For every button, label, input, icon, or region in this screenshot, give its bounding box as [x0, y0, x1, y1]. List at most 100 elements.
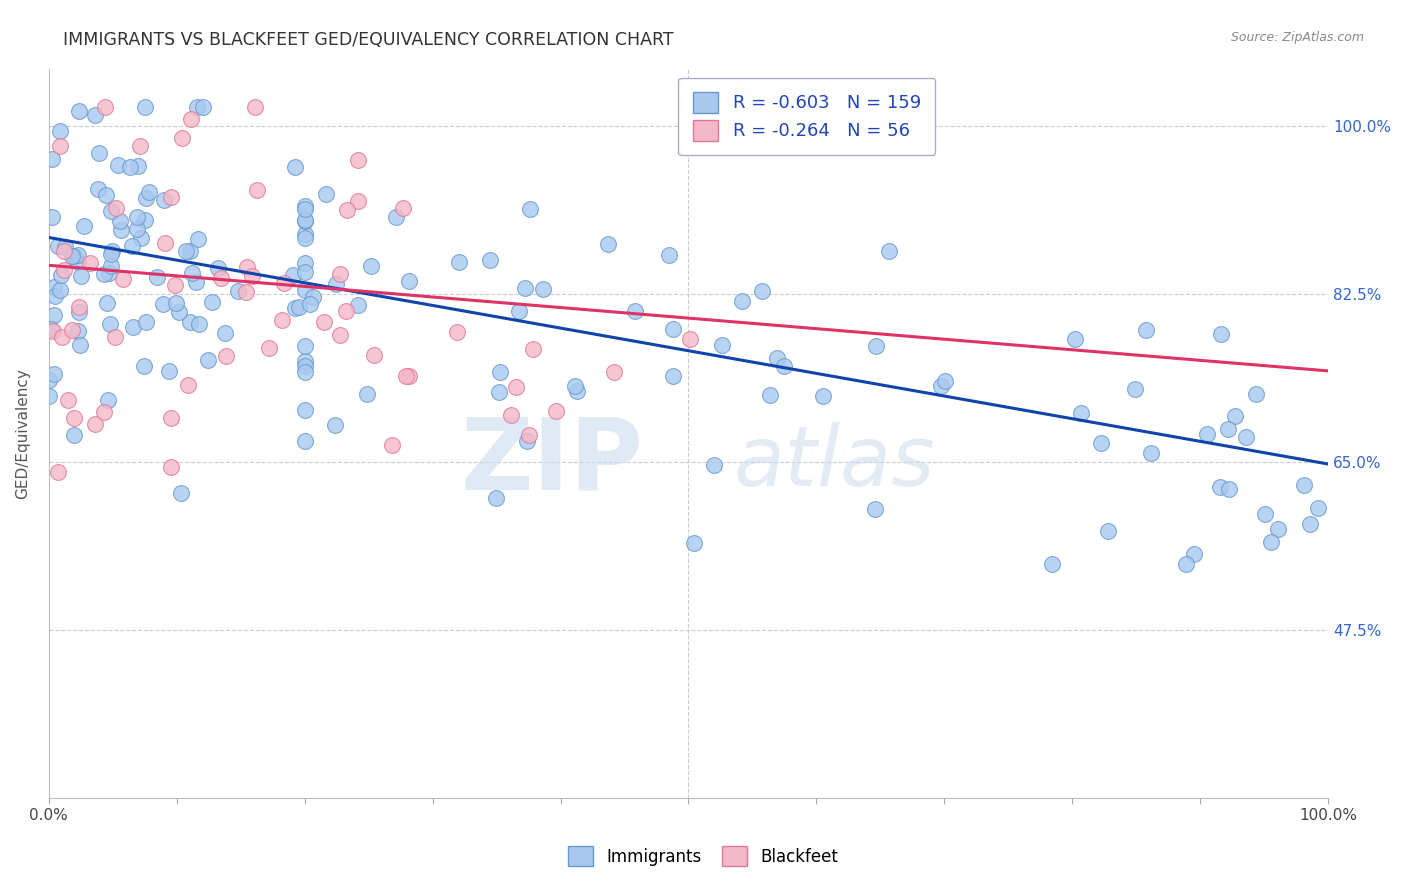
Point — [135, 315, 157, 329]
Point — [100, 203, 122, 218]
Point — [129, 231, 152, 245]
Point — [1195, 426, 1218, 441]
Point — [596, 236, 619, 251]
Text: Source: ZipAtlas.com: Source: ZipAtlas.com — [1230, 31, 1364, 45]
Point — [565, 384, 588, 399]
Point — [391, 201, 413, 215]
Point — [1216, 422, 1239, 436]
Point — [1040, 557, 1063, 571]
Point — [67, 103, 90, 118]
Point — [1090, 435, 1112, 450]
Point — [325, 277, 347, 291]
Point — [522, 342, 544, 356]
Point — [84, 108, 107, 122]
Point — [170, 131, 193, 145]
Point — [544, 404, 567, 418]
Point — [63, 411, 86, 425]
Point — [1140, 446, 1163, 460]
Point — [94, 100, 117, 114]
Point — [294, 214, 316, 228]
Point — [488, 384, 510, 399]
Point — [447, 254, 470, 268]
Point — [70, 269, 93, 284]
Y-axis label: GED/Equivalency: GED/Equivalency — [15, 368, 30, 499]
Point — [1175, 558, 1198, 572]
Point — [312, 315, 335, 329]
Point — [395, 369, 418, 384]
Point — [1254, 507, 1277, 521]
Point — [347, 153, 370, 167]
Point — [201, 294, 224, 309]
Point — [661, 322, 683, 336]
Point — [67, 300, 90, 314]
Point — [53, 244, 76, 259]
Point — [96, 295, 118, 310]
Point — [134, 100, 156, 114]
Point — [294, 354, 316, 368]
Point — [703, 458, 725, 472]
Point — [294, 402, 316, 417]
Point — [446, 326, 468, 340]
Point — [41, 152, 63, 166]
Point — [207, 261, 229, 276]
Point — [186, 275, 208, 289]
Point — [381, 438, 404, 452]
Point — [513, 281, 536, 295]
Point — [105, 201, 128, 215]
Point — [121, 238, 143, 252]
Point — [159, 190, 181, 204]
Point — [731, 293, 754, 308]
Point — [60, 322, 83, 336]
Point — [865, 338, 887, 352]
Point — [69, 338, 91, 352]
Point — [758, 387, 780, 401]
Point — [46, 465, 69, 479]
Point — [315, 186, 337, 201]
Point — [1298, 516, 1320, 531]
Point — [294, 339, 316, 353]
Point — [384, 210, 406, 224]
Point — [505, 380, 527, 394]
Point — [356, 387, 378, 401]
Point — [363, 348, 385, 362]
Point — [270, 312, 292, 326]
Point — [134, 213, 156, 227]
Point — [101, 244, 124, 258]
Point — [112, 271, 135, 285]
Point — [360, 259, 382, 273]
Point — [134, 359, 156, 374]
Point — [658, 248, 681, 262]
Point — [87, 146, 110, 161]
Point — [191, 100, 214, 114]
Point — [87, 182, 110, 196]
Point — [287, 300, 309, 314]
Point — [56, 392, 79, 407]
Point — [39, 322, 62, 336]
Point — [485, 491, 508, 505]
Point — [335, 304, 357, 318]
Point — [1260, 534, 1282, 549]
Point — [46, 239, 69, 253]
Point — [624, 304, 647, 318]
Point — [110, 223, 132, 237]
Point — [877, 244, 900, 259]
Point — [294, 283, 316, 297]
Point — [766, 351, 789, 366]
Point — [127, 221, 149, 235]
Point — [929, 379, 952, 393]
Point — [236, 260, 259, 275]
Point — [243, 100, 266, 114]
Point — [60, 249, 83, 263]
Point — [62, 428, 84, 442]
Point — [294, 359, 316, 374]
Point — [49, 284, 72, 298]
Point — [79, 256, 101, 270]
Point — [1123, 382, 1146, 396]
Point — [1209, 327, 1232, 342]
Point — [347, 298, 370, 312]
Point — [517, 428, 540, 442]
Point — [294, 256, 316, 270]
Point — [865, 502, 887, 516]
Point — [683, 536, 706, 550]
Point — [135, 191, 157, 205]
